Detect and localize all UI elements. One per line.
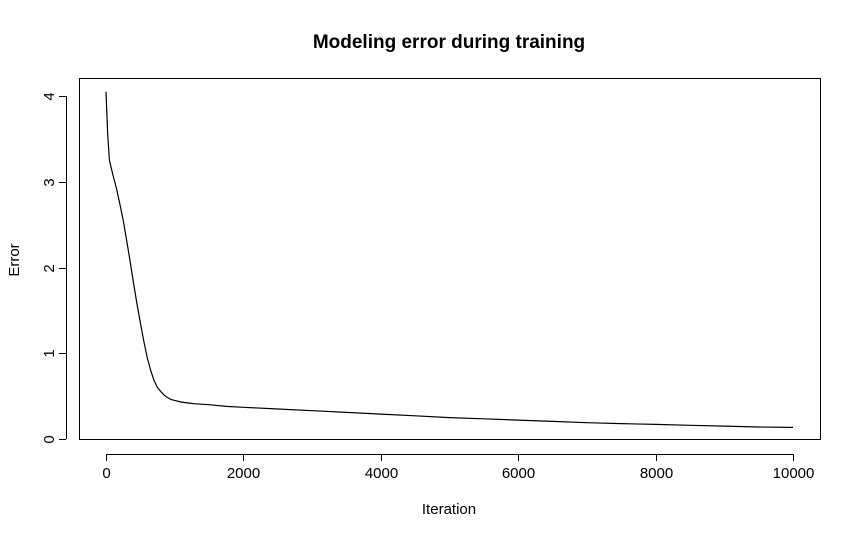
x-tick-label: 10000 — [773, 465, 815, 482]
series-layer — [105, 91, 794, 428]
x-axis: 0 2000 4000 6000 8000 10000 — [102, 454, 814, 482]
x-axis-label: Iteration — [422, 501, 476, 518]
y-axis: 0 1 2 3 4 — [41, 92, 67, 444]
x-tick-label: 4000 — [365, 465, 398, 482]
y-tick-label: 4 — [41, 92, 58, 100]
x-tick-label: 2000 — [227, 465, 260, 482]
y-tick-label: 1 — [41, 349, 58, 357]
y-axis-label: Error — [6, 243, 23, 276]
series-line — [105, 91, 794, 428]
y-tick-label: 0 — [41, 435, 58, 443]
chart-title: Modeling error during training — [313, 32, 585, 53]
plot-frame — [79, 78, 821, 440]
x-tick-label: 8000 — [640, 465, 673, 482]
x-tick-label: 0 — [102, 465, 110, 482]
y-tick-label: 2 — [41, 264, 58, 272]
x-tick-label: 6000 — [502, 465, 535, 482]
y-tick-label: 3 — [41, 178, 58, 186]
